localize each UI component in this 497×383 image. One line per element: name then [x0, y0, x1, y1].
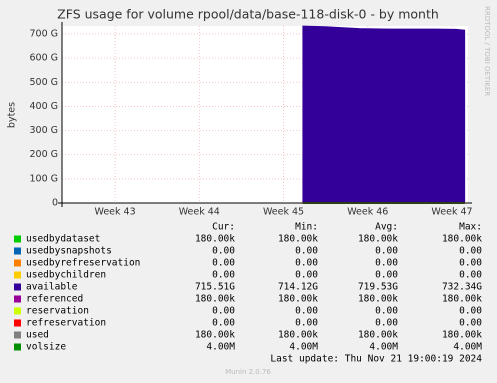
legend-stat: 0.00 [375, 306, 398, 317]
legend-swatch [14, 331, 21, 339]
legend-header: Cur: [212, 222, 235, 233]
x-tick-label: Week 46 [347, 207, 388, 218]
legend-stat: 4.00M [289, 342, 318, 353]
legend-stat: 180.00k [278, 294, 318, 305]
legend-stat: 4.00M [453, 342, 482, 353]
legend-label: reservation [26, 306, 89, 317]
legend-swatch [14, 295, 21, 303]
y-tick-label: 0 [52, 198, 58, 209]
legend-stat: 0.00 [375, 318, 398, 329]
legend-label: usedbyrefreservation [26, 258, 140, 269]
legend-stat: 0.00 [295, 258, 318, 269]
legend-stat: 0.00 [459, 306, 482, 317]
legend-swatch [14, 271, 21, 279]
area [302, 25, 466, 204]
x-tick-label: Week 44 [179, 207, 220, 218]
legend-label: volsize [26, 342, 66, 353]
last-update: Last update: Thu Nov 21 19:00:19 2024 [270, 354, 482, 365]
legend-stat: 0.00 [212, 318, 235, 329]
legend-stat: 4.00M [206, 342, 235, 353]
y-tick-label: 200 G [29, 149, 58, 160]
legend-stat: 180.00k [278, 330, 318, 341]
legend-stat: 0.00 [459, 270, 482, 281]
x-tick-label: Week 47 [431, 207, 472, 218]
legend-label: used [26, 330, 49, 341]
legend-stat: 0.00 [212, 306, 235, 317]
side-label: RRDTOOL / TOBI OETIKER [483, 6, 491, 96]
legend-header: Max: [459, 222, 482, 233]
legend-label: usedbysnapshots [26, 246, 112, 257]
legend-swatch [14, 283, 21, 291]
legend-label: available [26, 282, 78, 293]
legend-stat: 0.00 [459, 258, 482, 269]
footer: Munin 2.0.76 [225, 368, 271, 376]
legend-stat: 0.00 [295, 270, 318, 281]
y-tick-label: 300 G [29, 125, 58, 136]
chart-title: ZFS usage for volume rpool/data/base-118… [57, 7, 439, 22]
y-tick-label: 100 G [29, 173, 58, 184]
legend-stat: 715.51G [195, 282, 235, 293]
legend-stat: 180.00k [358, 330, 398, 341]
x-tick-label: Week 45 [263, 207, 304, 218]
y-tick-label: 400 G [29, 101, 58, 112]
legend-stat: 0.00 [212, 270, 235, 281]
legend-stat: 0.00 [212, 246, 235, 257]
legend-stat: 180.00k [195, 330, 235, 341]
legend-stat: 0.00 [375, 258, 398, 269]
y-tick-label: 600 G [29, 53, 58, 64]
x-tick-label: Week 43 [94, 207, 135, 218]
legend-stat: 732.34G [442, 282, 482, 293]
legend-stat: 0.00 [212, 258, 235, 269]
legend-swatch [14, 307, 21, 315]
legend-label: usedbydataset [26, 234, 100, 245]
legend-swatch [14, 259, 21, 267]
legend-swatch [14, 247, 21, 255]
legend-stat: 0.00 [459, 318, 482, 329]
legend-stat: 719.53G [358, 282, 398, 293]
legend-label: refreservation [26, 318, 106, 329]
legend-stat: 714.12G [278, 282, 318, 293]
legend-stat: 180.00k [195, 234, 235, 245]
y-tick-label: 700 G [29, 28, 58, 39]
legend-swatch [14, 343, 21, 351]
legend-stat: 0.00 [295, 318, 318, 329]
legend-stat: 180.00k [358, 294, 398, 305]
legend-stat: 4.00M [369, 342, 398, 353]
y-axis-label: bytes [7, 102, 18, 128]
legend-stat: 0.00 [375, 270, 398, 281]
legend-header: Avg: [375, 222, 398, 233]
legend-stat: 0.00 [375, 246, 398, 257]
legend-stat: 0.00 [295, 246, 318, 257]
legend-stat: 180.00k [442, 294, 482, 305]
legend-stat: 0.00 [295, 306, 318, 317]
legend-swatch [14, 319, 21, 327]
legend-swatch [14, 235, 21, 243]
legend-stat: 0.00 [459, 246, 482, 257]
legend-label: referenced [26, 294, 83, 305]
legend-stat: 180.00k [442, 330, 482, 341]
y-tick-label: 500 G [29, 77, 58, 88]
legend-label: usedbychildren [26, 270, 106, 281]
legend-stat: 180.00k [358, 234, 398, 245]
legend-stat: 180.00k [195, 294, 235, 305]
legend-header: Min: [295, 222, 318, 233]
legend-stat: 180.00k [278, 234, 318, 245]
legend-stat: 180.00k [442, 234, 482, 245]
